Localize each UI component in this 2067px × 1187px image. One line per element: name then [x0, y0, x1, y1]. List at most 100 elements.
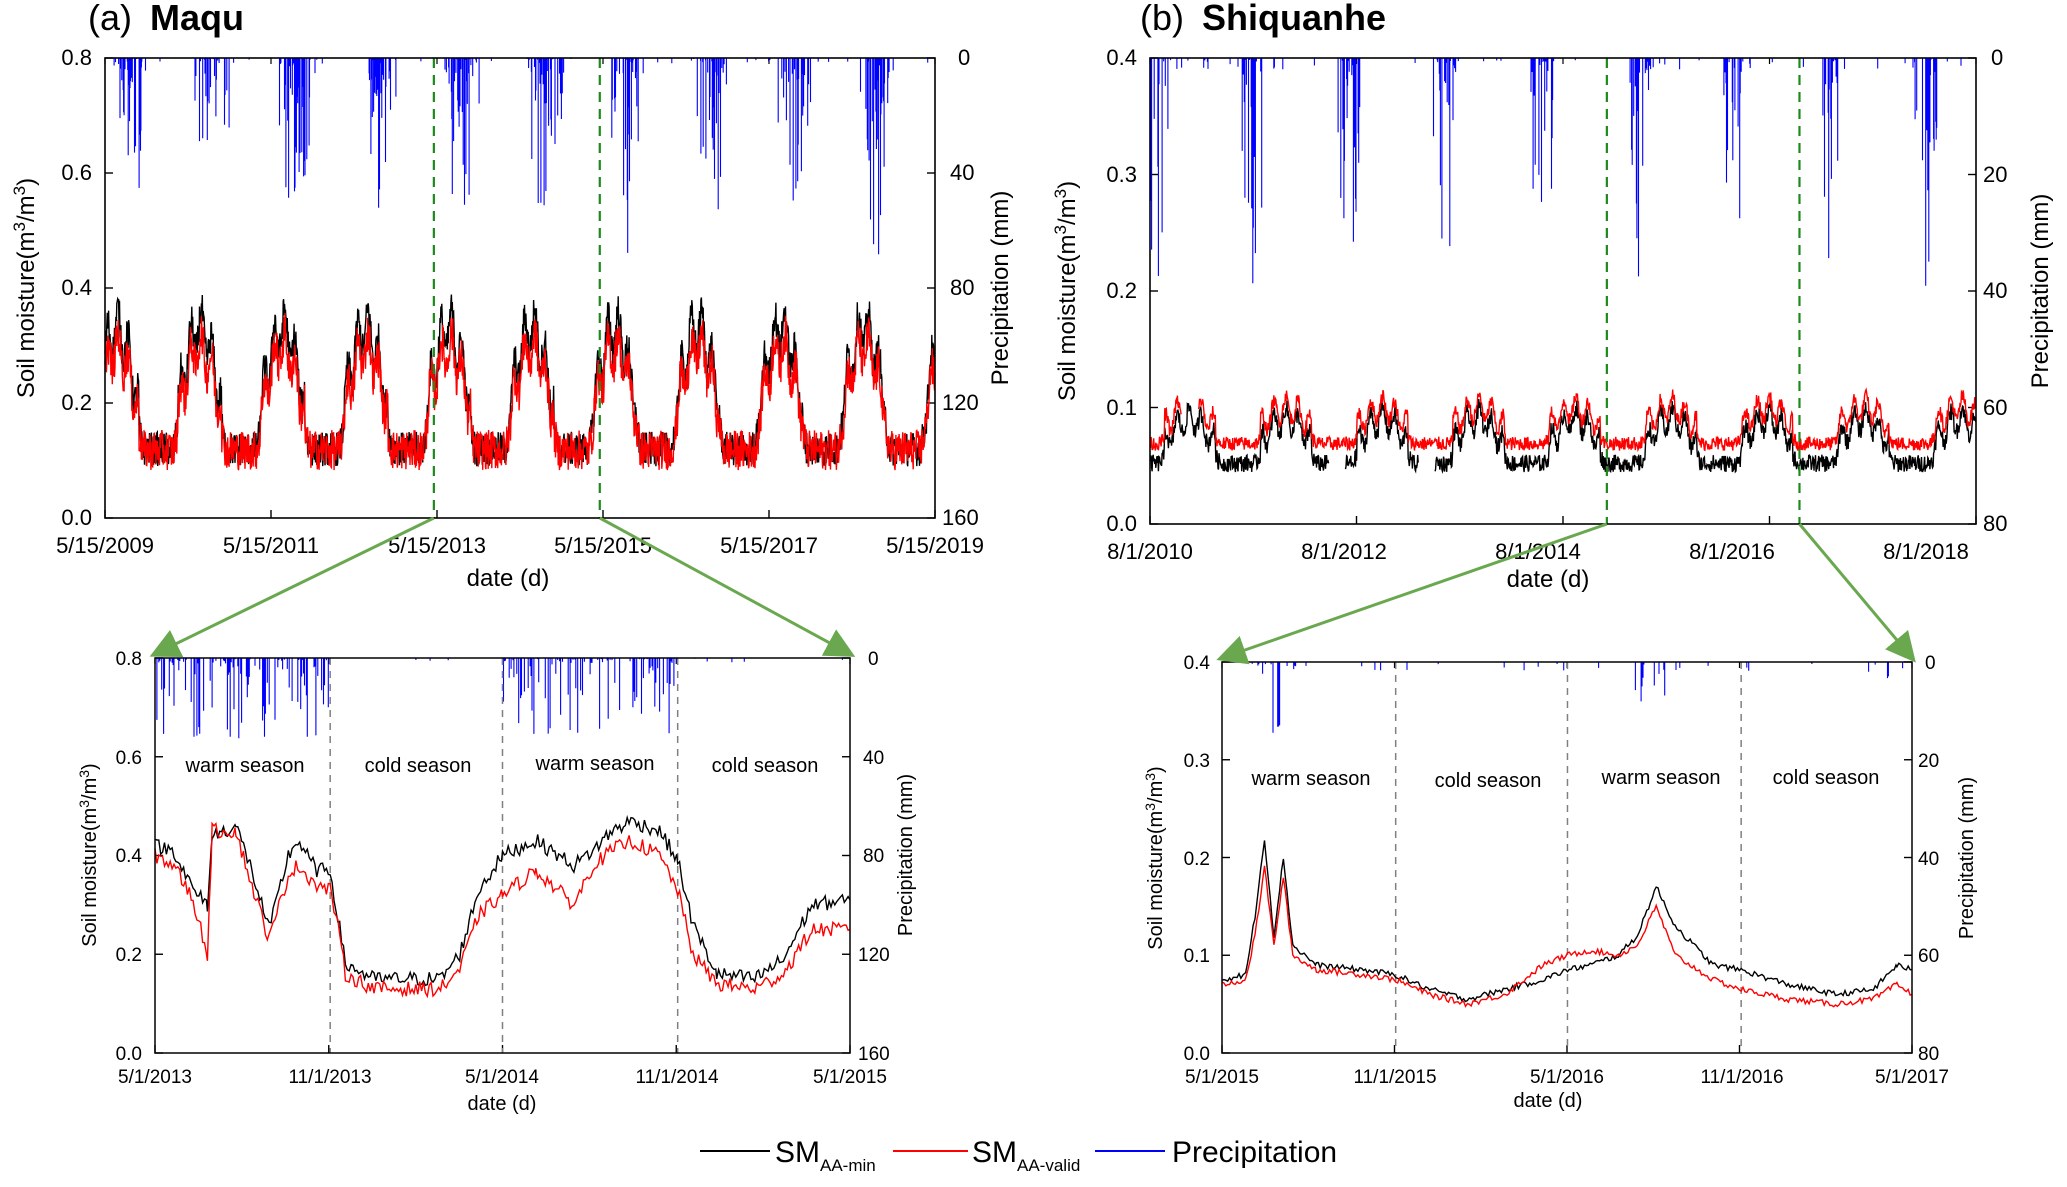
- az-xtick-3: 11/1/2014: [635, 1067, 719, 1088]
- legend-sm-valid-sub: AA-valid: [1017, 1156, 1080, 1175]
- az-xtick-4: 5/1/2015: [813, 1067, 887, 1088]
- panel-b-shiquanhe: (b) Shiquanhe 0.0 0.1 0.2 0.3 0.4 80 60 …: [1051, 0, 2054, 593]
- bz-ylabel: Soil moisture(m3/m3): [1142, 766, 1167, 949]
- bz-y2tick-4: 0: [1925, 653, 1936, 674]
- b-ytick-4: 0.4: [1106, 45, 1137, 70]
- a-y2tick-0: 160: [942, 505, 979, 530]
- az-ytick-2: 0.4: [116, 846, 143, 867]
- b-y2label: Precipitation (mm): [2027, 194, 2054, 389]
- bz-ytick-3: 0.3: [1184, 751, 1210, 772]
- a-y2tick-2: 80: [950, 275, 974, 300]
- a-xtick-2: 5/15/2013: [388, 533, 486, 558]
- az-ytick-4: 0.8: [116, 649, 142, 670]
- b-xtick-0: 8/1/2010: [1107, 539, 1193, 564]
- bz-xtick-2: 5/1/2016: [1530, 1067, 1604, 1088]
- bz-y2tick-3: 20: [1918, 751, 1939, 772]
- a-xtick-4: 5/15/2017: [720, 533, 818, 558]
- b-xlabel: date (d): [1507, 566, 1590, 593]
- a-y2label: Precipitation (mm): [987, 191, 1014, 386]
- bz-ylabel-mid: /m: [1145, 781, 1167, 803]
- bz-y2tick-2: 40: [1918, 849, 1939, 870]
- bz-ylabel-exp1: 3: [1142, 803, 1158, 811]
- az-season-3: cold season: [712, 755, 819, 777]
- b-y2tick-0: 80: [1983, 511, 2007, 536]
- bz-xtick-1: 11/1/2015: [1353, 1067, 1436, 1088]
- a-y2tick-3: 40: [950, 160, 974, 185]
- b-ytick-3: 0.3: [1106, 162, 1137, 187]
- bz-xtick-3: 11/1/2016: [1700, 1067, 1783, 1088]
- panel-a-zoom-frame: [154, 657, 851, 1054]
- az-ytick-3: 0.6: [116, 748, 142, 769]
- b-xtick-2: 8/1/2014: [1495, 539, 1581, 564]
- a-ytick-4: 0.8: [61, 45, 92, 70]
- panel-a-zoom: 0.0 0.2 0.4 0.6 0.8 160 120 80 40 0 5/1/…: [76, 649, 917, 1115]
- bz-series-sm_valid: [1221, 865, 1913, 1008]
- bz-season-3: cold season: [1773, 767, 1880, 789]
- a-ytick-1: 0.2: [61, 390, 92, 415]
- panel-a-letter: (a): [88, 0, 132, 38]
- b-ylabel-suffix: ): [1054, 181, 1081, 189]
- a-y2tick-4: 0: [958, 45, 970, 70]
- b-ytick-0: 0.0: [1106, 511, 1137, 536]
- a-ylabel-exp2: 3: [10, 186, 29, 195]
- az-xtick-0: 5/1/2013: [118, 1067, 192, 1088]
- a-ytick-0: 0.0: [61, 505, 92, 530]
- az-ylabel-prefix: Soil moisture(m: [79, 808, 101, 947]
- bz-ytick-0: 0.0: [1184, 1044, 1210, 1065]
- az-y2tick-0: 160: [858, 1044, 890, 1065]
- a-ylabel-exp1: 3: [10, 222, 29, 231]
- panel-b-title: Shiquanhe: [1202, 0, 1386, 38]
- bz-season-2: warm season: [1601, 767, 1721, 789]
- bz-ytick-1: 0.1: [1184, 946, 1210, 967]
- az-precip-bars: [156, 658, 843, 739]
- az-ylabel-mid: /m: [79, 778, 101, 800]
- a-y2tick-1: 120: [942, 390, 979, 415]
- bz-precip-bars: [1251, 662, 1904, 733]
- b-precip-bars: [1149, 58, 1962, 286]
- a-ylabel-suffix: ): [13, 178, 40, 186]
- legend-label-sm-valid: SMAA-valid: [972, 1136, 1080, 1175]
- b-y2tick-4: 0: [1991, 45, 2003, 70]
- az-ylabel-exp2: 3: [76, 770, 92, 778]
- bz-xtick-4: 5/1/2017: [1875, 1067, 1949, 1088]
- b-series-sm_valid: [1149, 387, 1977, 453]
- az-y2label: Precipitation (mm): [895, 774, 917, 936]
- az-y2tick-2: 80: [863, 846, 884, 867]
- zoom-connector-arrow-1: [599, 516, 856, 657]
- bz-ylabel-suffix: ): [1145, 766, 1167, 773]
- b-xtick-3: 8/1/2016: [1689, 539, 1775, 564]
- az-xtick-1: 11/1/2013: [288, 1067, 371, 1088]
- az-y2tick-4: 0: [868, 649, 879, 670]
- az-y2tick-1: 120: [858, 945, 890, 966]
- az-ylabel-exp1: 3: [76, 800, 92, 808]
- bz-y2tick-0: 80: [1918, 1044, 1939, 1065]
- bz-season-1: cold season: [1435, 770, 1542, 792]
- zoom-connector-arrow-2: [1216, 522, 1608, 665]
- panel-b-frame: [1149, 57, 1977, 525]
- az-xtick-2: 5/1/2014: [465, 1067, 539, 1088]
- b-y2tick-2: 40: [1983, 278, 2007, 303]
- a-ylabel-prefix: Soil moisture(m: [13, 231, 40, 398]
- b-ylabel-mid: /m: [1054, 198, 1081, 225]
- a-ytick-2: 0.4: [61, 275, 92, 300]
- az-season-0: warm season: [185, 755, 305, 777]
- b-ylabel-exp2: 3: [1051, 189, 1070, 198]
- zoom-connectors: [149, 516, 1916, 665]
- b-ytick-1: 0.1: [1106, 395, 1137, 420]
- panel-a-frame: [104, 57, 936, 519]
- az-ytick-0: 0.0: [116, 1044, 142, 1065]
- legend-label-precip: Precipitation: [1172, 1136, 1337, 1169]
- bz-y2label: Precipitation (mm): [1956, 777, 1978, 939]
- bz-ytick-4: 0.4: [1184, 653, 1211, 674]
- b-xtick-1: 8/1/2012: [1301, 539, 1387, 564]
- a-xlabel: date (d): [467, 565, 550, 592]
- az-season-2: warm season: [535, 753, 655, 775]
- b-xtick-4: 8/1/2018: [1883, 539, 1969, 564]
- a-series-sm_valid: [104, 313, 936, 471]
- bz-ylabel-prefix: Soil moisture(m: [1145, 811, 1167, 950]
- a-precip-bars: [113, 58, 929, 255]
- bz-xtick-0: 5/1/2015: [1185, 1067, 1259, 1088]
- b-ylabel-exp1: 3: [1051, 225, 1070, 234]
- panel-a-maqu: (a) Maqu 0.0 0.2 0.4 0.6 0.8 160 120 80 …: [10, 0, 1014, 592]
- a-ylabel-mid: /m: [13, 195, 40, 222]
